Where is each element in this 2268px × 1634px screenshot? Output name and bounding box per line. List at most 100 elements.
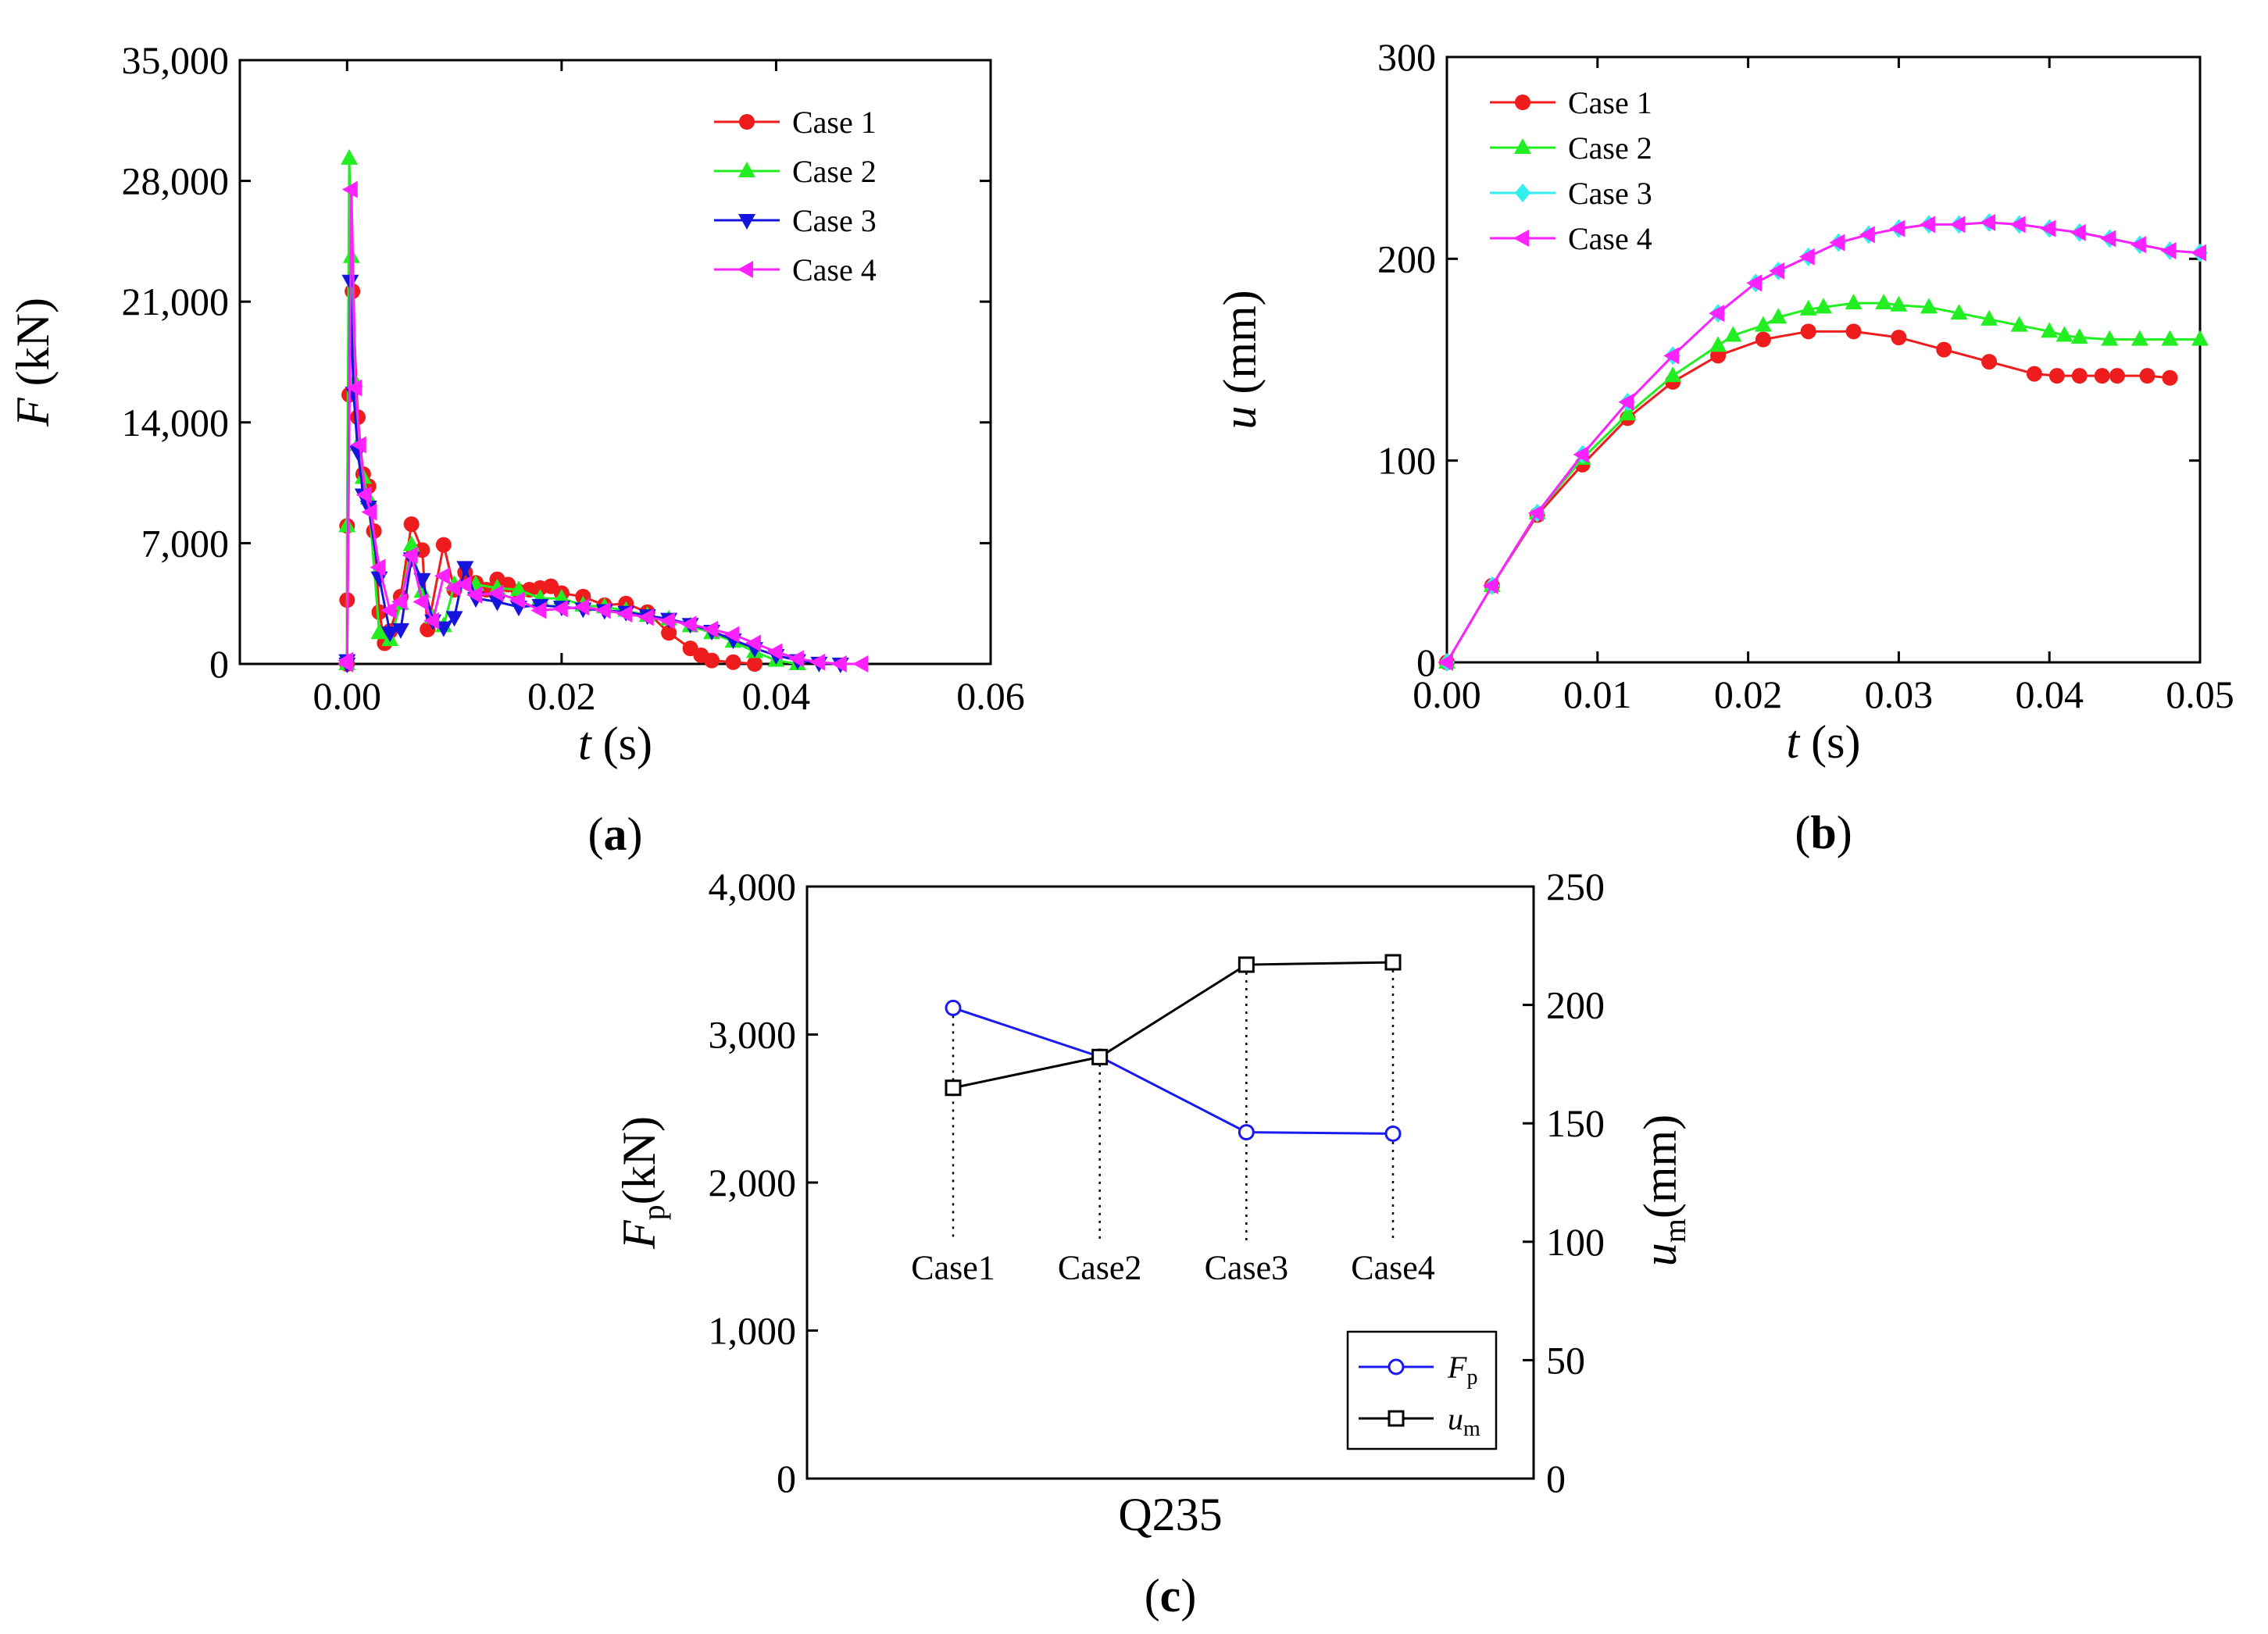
data-point xyxy=(1799,299,1817,316)
y-axis-label-unit: (mm) xyxy=(1214,290,1266,405)
data-point xyxy=(1238,1124,1255,1141)
data-point xyxy=(1875,294,1893,310)
data-point xyxy=(704,652,720,669)
data-point xyxy=(1949,216,1966,234)
data-point xyxy=(1845,323,1862,340)
y-tick-label-right: 250 xyxy=(1546,865,1605,908)
x-axis-label: Q235 xyxy=(1118,1489,1222,1540)
legend-marker xyxy=(738,162,755,177)
data-point xyxy=(402,535,420,551)
legend-marker xyxy=(1514,138,1531,154)
data-point xyxy=(766,643,783,661)
y-axis-label-right: um(mm) xyxy=(1634,1115,1692,1266)
y-axis-label: u (mm) xyxy=(1214,290,1266,429)
x-tick-label: 0.05 xyxy=(2166,673,2234,716)
panel-c-chart: 0 1,000 2,000 3,000 4,000 0 50 100 150 200 250 Q235… xyxy=(613,865,1692,1622)
category-label: Case4 xyxy=(1351,1248,1435,1286)
x-axis-label-var: t xyxy=(578,718,592,769)
x-tick-label: 0.00 xyxy=(1413,673,1481,716)
y-tick-label: 21,000 xyxy=(122,280,230,323)
data-point xyxy=(1891,330,1907,346)
data-point xyxy=(402,546,418,564)
data-point xyxy=(1663,347,1680,365)
x-tick-label: 0.01 xyxy=(1563,673,1632,716)
series-line-um xyxy=(952,961,1394,1090)
data-point xyxy=(2191,244,2206,262)
data-point xyxy=(723,626,740,644)
data-point xyxy=(2009,216,2026,234)
data-point xyxy=(2161,330,2179,346)
data-point xyxy=(2026,366,2042,382)
data-point xyxy=(1755,331,1771,348)
data-point xyxy=(341,148,359,165)
legend-marker xyxy=(1515,95,1530,110)
data-point xyxy=(2010,316,2028,332)
series-line-3 xyxy=(1445,221,2201,663)
legend-label: Case 3 xyxy=(792,203,877,238)
y-tick-label: 0 xyxy=(209,642,229,686)
data-point xyxy=(680,615,697,633)
legend-label: Case 1 xyxy=(792,105,877,140)
data-point xyxy=(509,591,525,609)
category-label: Case3 xyxy=(1205,1248,1289,1286)
data-point xyxy=(1664,366,1682,383)
y-tick-label: 0 xyxy=(1416,640,1436,684)
x-axis-label: t (s) xyxy=(578,718,652,769)
data-point xyxy=(1890,295,1908,312)
data-point xyxy=(350,436,366,454)
y-tick-label-right: 200 xyxy=(1546,983,1605,1027)
data-point xyxy=(1936,341,1952,358)
y-label-var: F xyxy=(613,1219,665,1250)
data-point xyxy=(2101,330,2119,346)
data-point xyxy=(455,576,472,594)
series-line-2 xyxy=(345,158,798,665)
data-point xyxy=(2162,369,2178,386)
data-point xyxy=(381,626,399,643)
legend-var: F xyxy=(1447,1350,1467,1385)
data-point xyxy=(2130,330,2148,346)
y-tick-label: 28,000 xyxy=(122,159,230,203)
data-point xyxy=(2100,230,2116,248)
data-point xyxy=(341,180,358,198)
legend-var: u xyxy=(1448,1401,1463,1436)
data-point xyxy=(1384,954,1402,971)
y-tick-label-right: 0 xyxy=(1546,1457,1566,1500)
y-tick-label: 100 xyxy=(1377,439,1436,483)
data-point xyxy=(391,593,407,611)
data-point xyxy=(2041,322,2059,338)
x-axis-label-unit: (s) xyxy=(591,718,652,769)
data-point xyxy=(2139,368,2155,384)
data-point xyxy=(2040,219,2056,237)
paren: ( xyxy=(1145,1570,1160,1622)
x-tick-label: 0.06 xyxy=(956,674,1025,718)
data-point xyxy=(1709,305,1725,323)
panel-label-letter: c xyxy=(1160,1570,1181,1622)
data-point xyxy=(1859,226,1875,244)
legend-label: Case 4 xyxy=(792,252,877,287)
paren: ) xyxy=(1180,1570,1196,1622)
panel-label-letter: a xyxy=(604,808,627,860)
data-point xyxy=(1438,654,1453,671)
data-point xyxy=(1527,504,1544,522)
legend-marker xyxy=(738,214,755,230)
paren: ( xyxy=(1795,807,1810,858)
data-point xyxy=(423,612,440,630)
x-tick-label: 0.03 xyxy=(1865,673,1934,716)
data-point xyxy=(638,608,654,626)
y-axis-label-unit: (kN) xyxy=(7,298,59,398)
y-tick-label: 14,000 xyxy=(122,401,230,444)
data-point xyxy=(2070,223,2086,241)
legend-marker xyxy=(1515,184,1530,202)
data-point xyxy=(1889,219,1905,237)
data-point xyxy=(2048,368,2065,384)
data-point xyxy=(595,601,611,619)
data-point xyxy=(403,516,420,533)
data-point xyxy=(552,589,570,605)
data-point xyxy=(370,558,386,576)
data-point xyxy=(1724,326,1742,342)
data-point xyxy=(1769,262,1785,280)
legend-label: Case 3 xyxy=(1568,176,1652,211)
data-point xyxy=(661,625,677,641)
legend-marker xyxy=(1388,1358,1405,1375)
